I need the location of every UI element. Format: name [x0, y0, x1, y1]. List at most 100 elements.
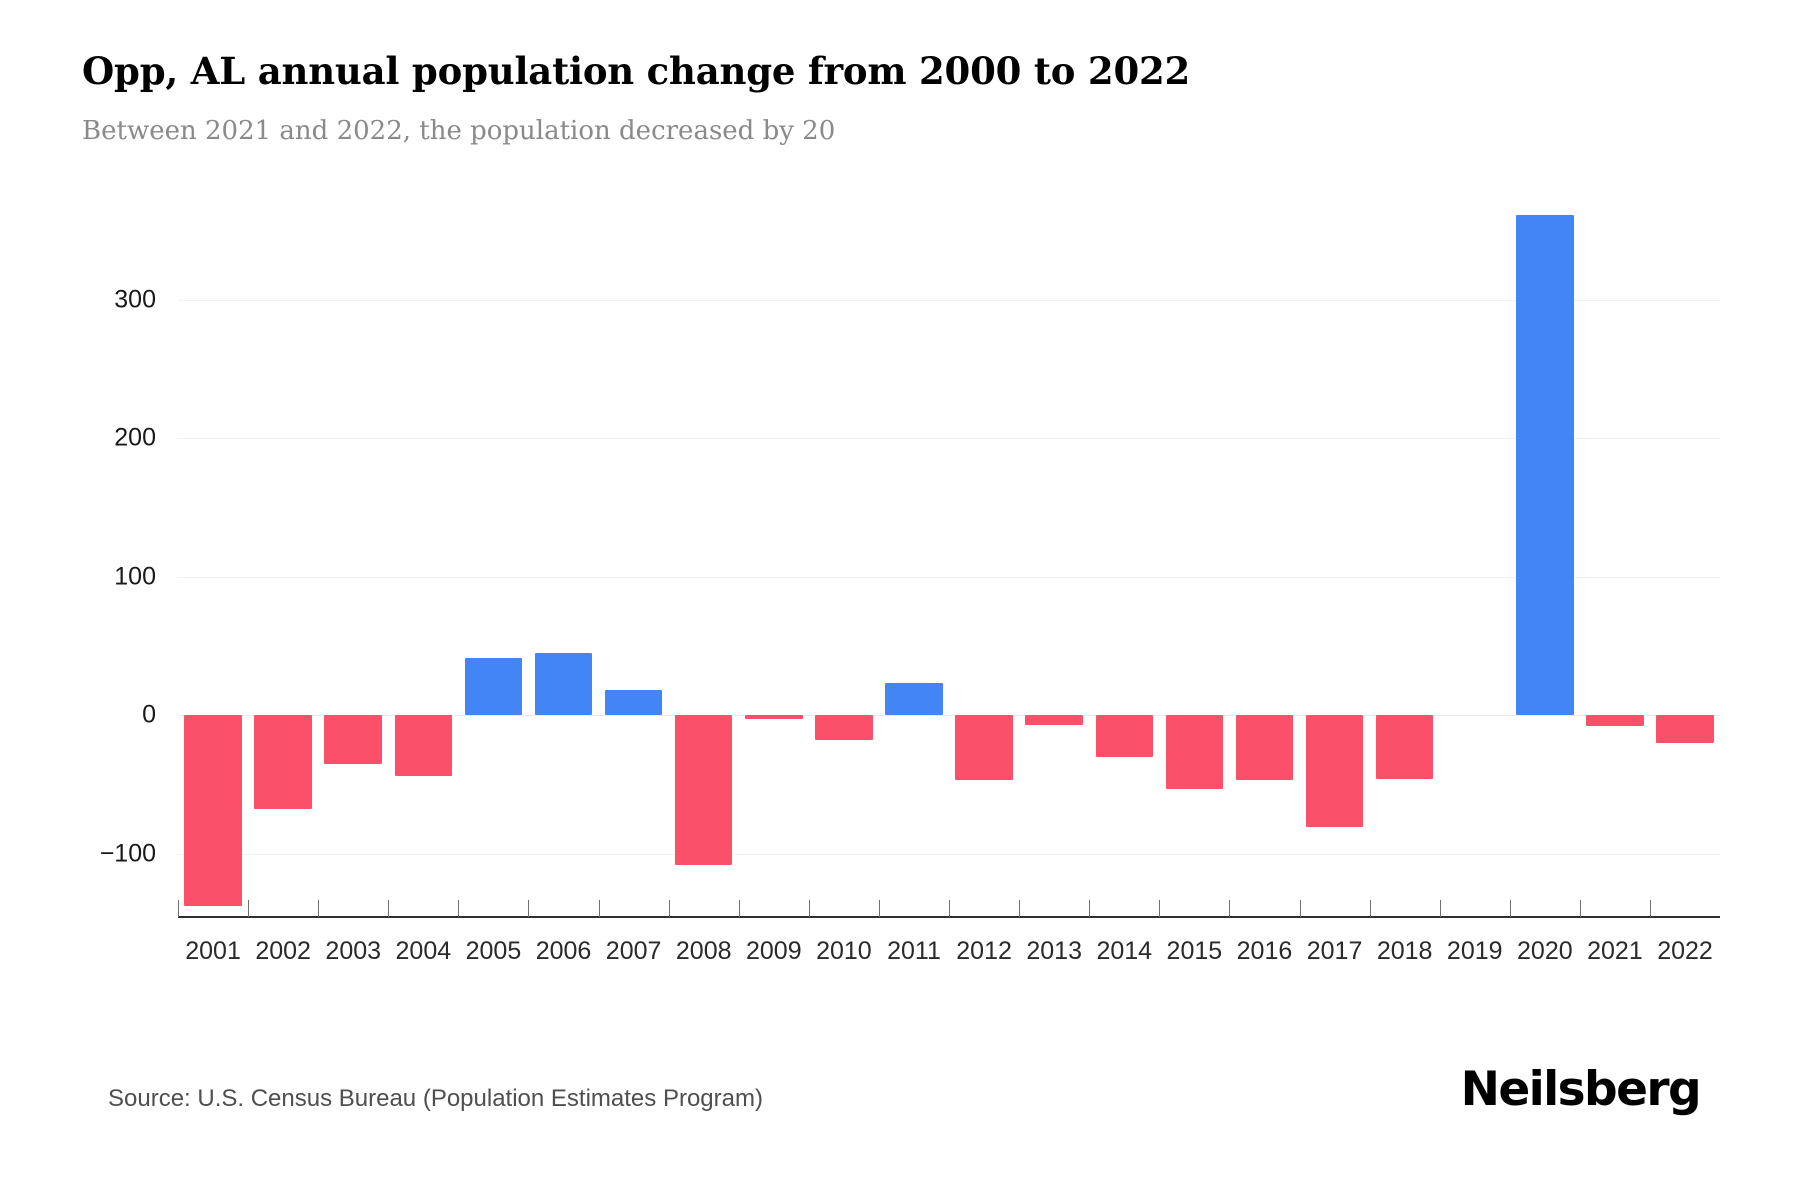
bar-2004[interactable] — [394, 715, 453, 777]
x-axis-tick-label-2001: 2001 — [185, 937, 241, 965]
x-axis-tick-label-2003: 2003 — [325, 937, 382, 965]
bar-2021[interactable] — [1586, 715, 1644, 727]
tick-slot — [1159, 900, 1229, 918]
tick-slot — [178, 900, 248, 918]
bar-2002[interactable] — [254, 715, 312, 810]
grid-area — [178, 196, 1720, 916]
tick-slot — [1019, 900, 1089, 918]
x-axis-tick — [1579, 900, 1581, 917]
x-axis-tick-label-2022: 2022 — [1657, 937, 1713, 965]
bar-slot — [388, 196, 458, 916]
x-axis-labels: 2001 2002 2003 2004 2005 2006 2007 2008 2009 2010… — [178, 930, 1720, 972]
x-axis-tick — [1649, 900, 1651, 917]
x-axis-tick-label-2021: 2021 — [1587, 937, 1643, 965]
x-axis-tick — [1229, 900, 1231, 917]
bar-2009[interactable] — [745, 715, 803, 720]
x-axis-tick-label-2014: 2014 — [1096, 937, 1153, 965]
bar-slot — [1089, 196, 1159, 916]
tick-slot — [1649, 900, 1720, 918]
bar-2008[interactable] — [674, 715, 733, 865]
bar-2011[interactable] — [885, 683, 943, 716]
x-axis-tick-label-2018: 2018 — [1376, 937, 1433, 965]
x-axis-tick — [1299, 900, 1301, 917]
y-axis-tick-label: 0 — [142, 700, 156, 729]
x-axis-tick — [808, 900, 810, 917]
bar-slot — [1019, 196, 1089, 916]
x-axis-tick — [1159, 900, 1161, 917]
x-axis-tick — [1369, 900, 1371, 917]
bar-slot — [809, 196, 879, 916]
x-axis-tick-label-2015: 2015 — [1166, 937, 1223, 965]
bar-2016[interactable] — [1235, 715, 1294, 781]
x-axis-tick — [178, 900, 179, 917]
x-axis-tick-label-2013: 2013 — [1026, 937, 1082, 965]
bar-slot — [178, 196, 248, 916]
bar-2015[interactable] — [1165, 715, 1224, 789]
gridline — [178, 576, 1720, 578]
x-axis-tick-label-2002: 2002 — [255, 937, 311, 965]
x-axis-tick — [668, 900, 670, 917]
bar-2003[interactable] — [324, 715, 382, 764]
tick-slot — [1089, 900, 1159, 918]
bar-slot — [1229, 196, 1299, 916]
x-axis-tick-label-2017: 2017 — [1306, 937, 1363, 965]
tick-slot — [949, 900, 1019, 918]
bar-2022[interactable] — [1656, 715, 1714, 743]
bar-slot — [1370, 196, 1440, 916]
x-axis-tick-label-2019: 2019 — [1446, 937, 1503, 965]
x-axis-tick — [878, 900, 880, 917]
x-axis-tick-label-2007: 2007 — [605, 937, 662, 965]
tick-slot — [1229, 900, 1299, 918]
bar-2001[interactable] — [184, 715, 242, 907]
x-axis-tick-label-2009: 2009 — [745, 937, 802, 965]
bar-2012[interactable] — [955, 715, 1013, 781]
bar-2005[interactable] — [464, 658, 523, 716]
bar-slot — [248, 196, 318, 916]
tick-slot — [1299, 900, 1370, 918]
bar-slot — [318, 196, 388, 916]
gridline — [178, 715, 1720, 717]
tick-slot — [248, 900, 318, 918]
bar-slot — [669, 196, 739, 916]
bar-2013[interactable] — [1025, 715, 1083, 725]
bar-2007[interactable] — [604, 690, 663, 716]
bar-slot — [1159, 196, 1229, 916]
tick-slot — [1369, 900, 1440, 918]
x-axis-tick-label-2016: 2016 — [1236, 937, 1293, 965]
y-axis-tick-label: 300 — [114, 285, 156, 314]
tick-slot — [878, 900, 949, 918]
x-axis-tick — [248, 900, 250, 917]
bar-slot — [1650, 196, 1720, 916]
bar-slot — [1580, 196, 1650, 916]
bar-2014[interactable] — [1095, 715, 1153, 757]
x-axis-tick — [318, 900, 320, 917]
bar-2020[interactable] — [1516, 215, 1574, 716]
tick-slot — [668, 900, 739, 918]
gridline — [178, 438, 1720, 440]
bar-2018[interactable] — [1375, 715, 1434, 779]
tick-slot — [528, 900, 598, 918]
bar-2017[interactable] — [1305, 715, 1364, 828]
x-axis-line — [178, 916, 1720, 918]
bar-2010[interactable] — [815, 715, 873, 741]
x-axis-tick-label-2005: 2005 — [465, 937, 522, 965]
page-title: Opp, AL annual population change from 20… — [82, 49, 1191, 93]
y-axis-tick-label: −100 — [99, 839, 156, 868]
x-axis-tick-label-2020: 2020 — [1517, 937, 1573, 965]
bar-slot — [528, 196, 598, 916]
y-axis-tick-label: 100 — [114, 562, 156, 591]
x-axis-tick-label-2006: 2006 — [535, 937, 592, 965]
tick-slot — [598, 900, 669, 918]
x-axis-tick-label-2012: 2012 — [956, 937, 1012, 965]
x-axis-tick-label-2010: 2010 — [816, 937, 872, 965]
tick-slot — [808, 900, 879, 918]
tick-slot — [458, 900, 528, 918]
bar-slot — [949, 196, 1019, 916]
bar-series — [178, 196, 1720, 916]
bar-2006[interactable] — [534, 652, 593, 716]
tick-slot — [738, 900, 809, 918]
x-axis-tick — [1439, 900, 1441, 917]
tick-slot — [388, 900, 458, 918]
x-axis-tick — [1089, 900, 1091, 917]
